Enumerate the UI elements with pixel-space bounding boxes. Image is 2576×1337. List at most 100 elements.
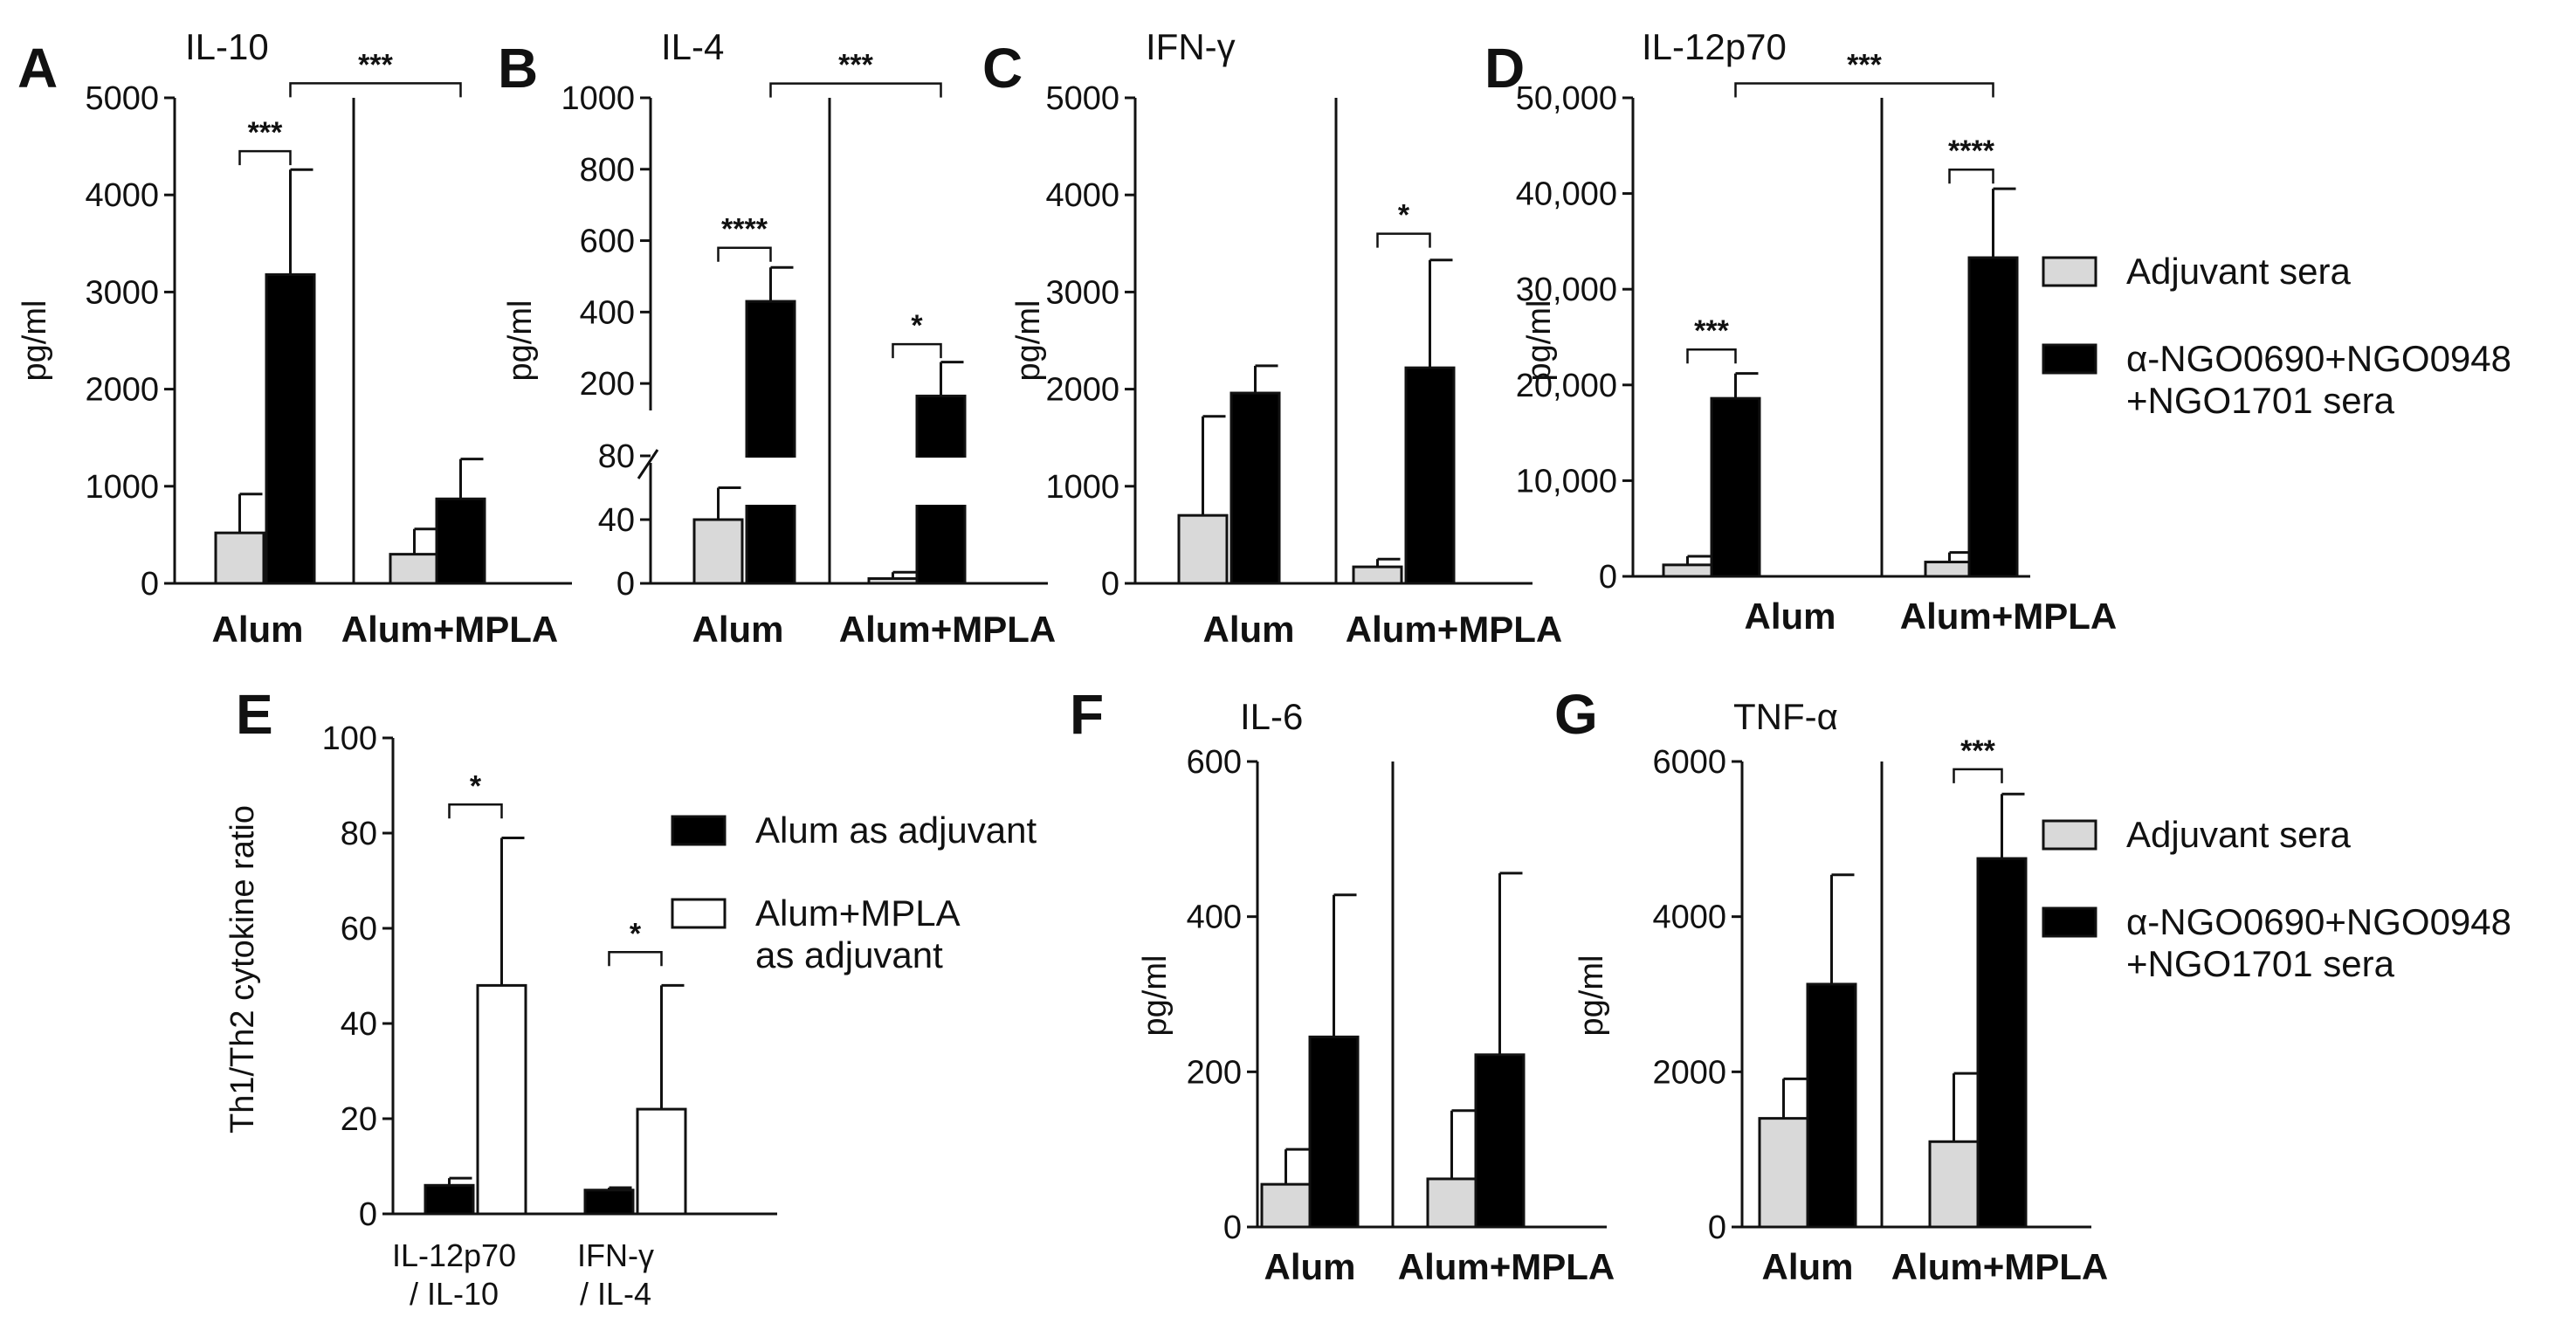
y-tick-label: 800 [580,152,635,189]
bar-a [1758,1117,1809,1229]
significance-bracket [1734,82,1994,98]
y-tick-label: 60 [341,911,377,948]
bar-a [1426,1177,1477,1229]
bar-b [476,983,527,1216]
legend-bottom: Adjuvant sera α-NGO0690+NGO0948+NGO1701 s… [2042,814,2511,984]
y-tick-label: 200 [580,366,635,403]
y-tick-label: 6000 [1652,744,1726,781]
y-tick-label: 100 [322,720,377,757]
y-tick-label: 200 [1187,1054,1242,1091]
significance-bracket [289,82,462,98]
panel-e: E 0 20 40 60 80 100 Th1/Th2 cytokine ratio IL-12… [224,683,777,1312]
significance-bracket [238,149,292,166]
bar-b [1229,391,1281,585]
bar-break-gap [915,458,967,505]
y-tick-label: 2000 [1045,372,1119,409]
bar-break-gap [745,458,796,505]
category-label: / IL-10 [410,1276,499,1312]
bar-a [1662,563,1713,578]
y-tick-label: 0 [1599,559,1617,596]
bar-b [1967,256,2019,578]
y-tick-label: 4000 [1652,899,1726,936]
legend-label: Alum+MPLA [755,892,961,934]
panel-letter: C [982,37,1023,100]
y-axis-label: pg/ml [502,300,539,382]
y-axis-label: Th1/Th2 cytokine ratio [224,805,261,1134]
y-tick-label: 0 [141,566,159,603]
panel-letter: E [236,683,273,746]
bar-b [1474,1053,1526,1229]
legend-swatch [671,898,727,929]
significance-label: *** [838,49,873,82]
bar-a [692,518,744,585]
y-tick-label: 400 [1187,899,1242,936]
significance-bracket [448,803,503,819]
y-tick-label: 0 [1101,566,1119,603]
bar-b [265,272,316,585]
bar-b [435,497,486,585]
panel-c: C IFN-γ 0 1000 2000 3000 4000 5000 pg/ml Alum Alum… [982,26,1562,650]
y-tick-label: 0 [1708,1210,1726,1246]
y-axis-label: pg/ml [1574,955,1610,1037]
y-axis-label: pg/ml [17,300,53,382]
significance-label: * [1398,199,1410,232]
category-label: IL-12p70 [392,1237,516,1273]
y-axis-label: pg/ml [1010,300,1047,382]
bar-a [1352,565,1403,585]
significance-bracket [1948,168,1994,184]
panel-title: IL-12p70 [1642,26,1787,67]
category-label: Alum+MPLA [341,609,559,650]
bar-a [1924,561,1975,578]
legend-top: Adjuvant sera α-NGO0690+NGO0948+NGO1701 s… [2042,251,2511,421]
legend-swatch [671,815,727,846]
y-tick-label: 4000 [85,177,159,214]
bar-b [1806,982,1857,1229]
category-label: Alum [212,609,304,650]
bar-a [583,1189,635,1216]
y-tick-label: 0 [616,566,635,603]
y-axis-label: pg/ml [1521,300,1558,382]
panel-letter: D [1484,37,1525,100]
category-label: Alum+MPLA [839,609,1057,650]
bar-b [1710,396,1761,578]
y-tick-label: 0 [359,1196,377,1233]
bar-b [636,1107,687,1216]
category-label: Alum [1745,596,1836,637]
category-label: Alum+MPLA [1398,1246,1615,1287]
legend-label: α-NGO0690+NGO0948 [2126,901,2511,942]
panel-d: D IL-12p70 0 10,000 20,000 30,000 40,000 50,000… [1484,26,2117,637]
panel-g: G TNF-α 0 2000 4000 6000 pg/ml Alum Alum+MPLA *** [1554,683,2108,1287]
legend-label: α-NGO0690+NGO0948 [2126,338,2511,379]
significance-label: **** [1948,134,1995,168]
legend-label-cont: as adjuvant [755,934,943,975]
bar-a [389,553,440,585]
significance-bracket [1953,768,2003,783]
y-tick-label: 400 [580,294,635,331]
bar-a [867,577,919,585]
y-tick-label: 20 [341,1101,377,1138]
y-tick-label: 0 [1223,1210,1242,1246]
bar-b [1404,366,1456,585]
significance-label: *** [1847,49,1882,82]
significance-bracket [769,82,942,98]
legend-swatch [2042,819,2097,851]
legend-label-cont: +NGO1701 sera [2126,943,2395,984]
legend-swatch [2042,906,2097,938]
significance-label: * [911,309,923,342]
significance-bracket [1686,348,1737,364]
panel-b: B IL-4 0 40 80 200 400 600 800 1000 pg/ml Alum Alum+… [498,26,1056,650]
y-tick-label: 40,000 [1516,176,1617,213]
y-tick-label: 20,000 [1516,368,1617,404]
significance-bracket [1376,232,1431,248]
significance-label: *** [358,48,393,81]
bar-a [214,531,265,585]
panel-letter: A [17,37,58,100]
legend-label: Adjuvant sera [2126,814,2351,855]
panel-title: IL-6 [1240,696,1303,737]
y-tick-label: 80 [598,438,635,475]
panel-letter: B [498,37,538,100]
panel-title: IFN-γ [1146,26,1236,67]
y-tick-label: 5000 [85,80,159,117]
bar-b [1976,857,2028,1229]
